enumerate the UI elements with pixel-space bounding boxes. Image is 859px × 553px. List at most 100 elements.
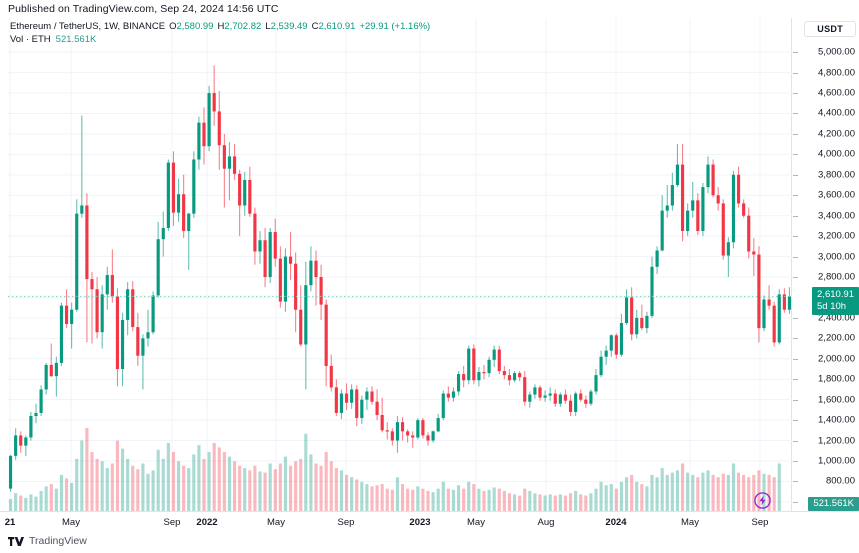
- volume-bar: [59, 474, 64, 511]
- candle-body: [777, 294, 781, 343]
- price-tick-mark: [793, 52, 798, 54]
- candle-body: [421, 420, 425, 436]
- price-tick-label: 4,600.00: [818, 87, 855, 99]
- lightning-bolt-icon[interactable]: [753, 491, 772, 510]
- candle-body: [360, 399, 364, 419]
- volume-bar: [329, 461, 333, 511]
- volume-bar: [360, 481, 364, 511]
- price-tick-mark: [793, 277, 798, 279]
- volume-bar: [141, 463, 145, 511]
- candle-body: [406, 431, 410, 436]
- candle-body: [171, 162, 176, 213]
- volume-bar: [212, 442, 216, 511]
- volume-bar: [670, 472, 674, 511]
- volume-bar: [446, 488, 450, 511]
- candle-body: [492, 349, 496, 360]
- candle-body: [691, 200, 695, 211]
- price-tick-label: 2,200.00: [818, 332, 855, 344]
- time-scale[interactable]: 21 May Sep 2022 May Sep 2023 May Aug 2024 May Sep: [0, 511, 859, 532]
- price-tick-label: 1,600.00: [818, 394, 855, 406]
- candle-body: [782, 294, 786, 310]
- volume-value-badge[interactable]: 521.561K: [808, 497, 859, 511]
- legend-symbol[interactable]: Ethereum / TetherUS, 1W, BINANCE: [10, 21, 166, 32]
- candle-body: [640, 317, 644, 329]
- volume-bar: [304, 433, 308, 511]
- volume-bar: [574, 490, 578, 511]
- volume-bar: [497, 488, 501, 511]
- volume-bar: [80, 440, 84, 511]
- candle-body: [426, 435, 430, 441]
- candle-body: [686, 210, 690, 232]
- candle-body: [365, 391, 369, 400]
- volume-bar: [696, 477, 700, 511]
- price-scale[interactable]: USDT 5,000.00 4,800.00 4,600.00 4,400.00 4,2…: [793, 18, 859, 511]
- candle-body: [131, 289, 135, 328]
- current-price-badge[interactable]: 2,610.91 5d 10h: [812, 287, 859, 316]
- candle-body: [217, 111, 221, 146]
- candle-body: [166, 162, 170, 228]
- candle-body: [726, 242, 730, 256]
- candle-body: [232, 156, 237, 174]
- volume-bar: [538, 494, 542, 511]
- candle-body: [59, 305, 64, 363]
- volume-bar: [477, 488, 481, 511]
- candle-body: [70, 309, 74, 325]
- candle-body: [767, 299, 771, 306]
- legend-row-ohlc: Ethereum / TetherUS, 1W, BINANCE O2,580.9…: [10, 20, 430, 33]
- candle-body: [227, 156, 232, 169]
- candle-body: [752, 251, 756, 255]
- candle-body: [304, 285, 308, 345]
- candle-body: [543, 395, 547, 398]
- price-tick-mark: [793, 317, 798, 319]
- volume-bar: [436, 488, 440, 511]
- candle-body: [558, 394, 562, 404]
- candle-body: [787, 296, 792, 310]
- published-line: Published on TradingView.com, Sep 24, 20…: [8, 3, 279, 15]
- candle-body: [24, 437, 28, 446]
- candle-body: [182, 194, 186, 232]
- candle-body: [207, 93, 211, 147]
- volume-bar: [34, 496, 38, 511]
- volume-bar: [350, 477, 354, 511]
- candle-body: [614, 335, 618, 355]
- volume-bar: [126, 458, 130, 511]
- price-tick-label: 3,800.00: [818, 169, 855, 181]
- volume-bar: [120, 448, 125, 511]
- volume-bar: [263, 472, 267, 511]
- candle-body: [472, 348, 476, 381]
- volume-bar: [176, 461, 181, 511]
- candle-body: [278, 258, 282, 302]
- candle-body: [100, 294, 104, 333]
- candle-body: [390, 431, 394, 441]
- legend-low-label: L: [265, 21, 271, 32]
- legend-high-value: 2,702.82: [224, 21, 262, 32]
- candle-body: [451, 391, 456, 398]
- volume-bar: [171, 452, 176, 511]
- candle-body: [456, 374, 461, 392]
- candle-body: [80, 205, 84, 214]
- candle-body: [156, 239, 160, 296]
- legend-open-value: 2,580.99: [176, 21, 214, 32]
- legend-volume-label[interactable]: Vol · ETH: [10, 34, 51, 45]
- time-tick-label: 2023: [409, 517, 431, 528]
- chart-plot-area[interactable]: [8, 18, 792, 511]
- candle-body: [487, 359, 491, 374]
- volume-bar: [110, 463, 114, 511]
- candle-body: [395, 422, 400, 441]
- time-tick-label: Sep: [163, 517, 181, 528]
- candle-body: [105, 274, 109, 295]
- price-tick-mark: [793, 338, 798, 340]
- volume-bar: [248, 470, 252, 511]
- price-tick-label: 3,400.00: [818, 210, 855, 222]
- volume-bar: [19, 495, 23, 511]
- time-tick-label: Sep: [337, 517, 355, 528]
- candle-body: [90, 279, 94, 290]
- volume-bar: [665, 474, 669, 511]
- volume-bar: [151, 470, 155, 511]
- volume-bar: [278, 463, 282, 511]
- volume-bar: [467, 481, 471, 511]
- volume-bar: [268, 463, 272, 511]
- volume-bar: [243, 468, 247, 511]
- candle-body: [655, 250, 659, 267]
- candle-body: [385, 430, 389, 432]
